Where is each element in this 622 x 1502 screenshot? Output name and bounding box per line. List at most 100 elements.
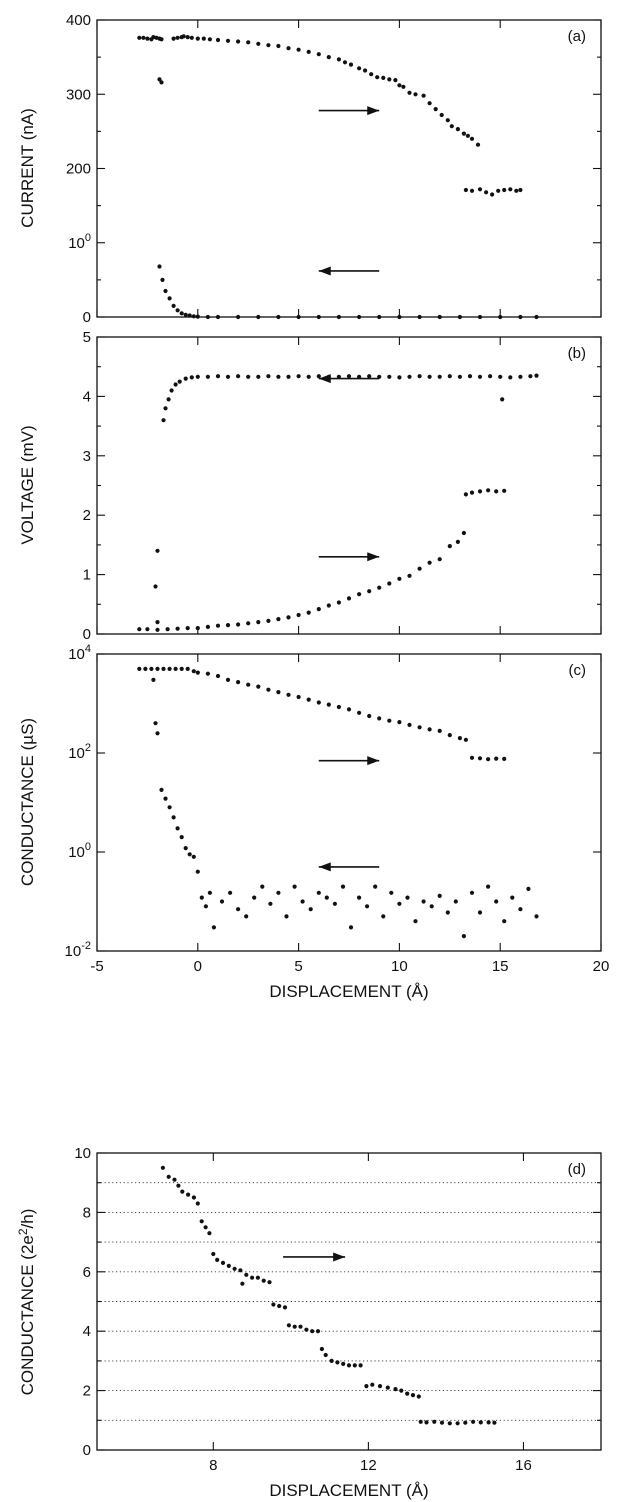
data-point bbox=[207, 37, 212, 42]
panel-c-arrows bbox=[318, 756, 380, 872]
data-point bbox=[276, 890, 281, 895]
data-point bbox=[375, 75, 380, 80]
data-point bbox=[304, 1327, 309, 1332]
data-point bbox=[166, 1174, 171, 1179]
x-tick-label: 12 bbox=[360, 1457, 377, 1474]
data-point bbox=[416, 1394, 421, 1399]
panel-b-arrows bbox=[318, 374, 380, 562]
data-point bbox=[357, 895, 362, 900]
data-point bbox=[145, 627, 150, 632]
data-point bbox=[329, 1358, 334, 1363]
data-point bbox=[477, 489, 483, 494]
data-point bbox=[534, 314, 539, 320]
x-tick-label: -5 bbox=[90, 958, 103, 975]
data-point bbox=[469, 755, 475, 760]
data-point bbox=[225, 374, 231, 379]
data-point bbox=[377, 374, 382, 379]
panel-a-points bbox=[137, 34, 539, 320]
data-point bbox=[286, 615, 291, 620]
data-point bbox=[226, 1263, 231, 1268]
panel-b-label: (b) bbox=[568, 345, 586, 362]
data-point bbox=[475, 142, 481, 147]
data-point bbox=[201, 36, 206, 41]
data-point bbox=[326, 55, 331, 60]
data-point bbox=[316, 374, 321, 379]
panel-d-xlabel: DISPLACEMENT (Å) bbox=[269, 1481, 428, 1500]
data-point bbox=[171, 36, 176, 41]
data-point bbox=[324, 895, 329, 900]
data-point bbox=[266, 687, 271, 692]
data-point bbox=[367, 374, 372, 379]
data-point bbox=[421, 93, 426, 98]
data-point bbox=[377, 1384, 383, 1389]
data-point bbox=[418, 1419, 423, 1424]
x-tick-label: 5 bbox=[294, 958, 302, 975]
data-point bbox=[326, 702, 331, 707]
data-point bbox=[176, 1183, 181, 1188]
data-point bbox=[155, 627, 160, 632]
data-point bbox=[195, 374, 200, 379]
data-point bbox=[336, 600, 341, 605]
data-point bbox=[186, 1192, 191, 1197]
data-point bbox=[461, 530, 466, 536]
data-point bbox=[407, 90, 412, 95]
data-point bbox=[315, 1329, 321, 1334]
data-point bbox=[195, 670, 200, 675]
data-point bbox=[427, 727, 432, 732]
data-point bbox=[455, 1421, 460, 1426]
data-point bbox=[205, 624, 210, 630]
data-point bbox=[463, 1420, 468, 1425]
data-point bbox=[534, 373, 539, 378]
data-point bbox=[455, 539, 460, 545]
y-tick-label: 200 bbox=[66, 161, 91, 178]
data-point bbox=[387, 718, 392, 723]
data-point bbox=[348, 925, 354, 930]
panel-b-ylabel: VOLTAGE (mV) bbox=[18, 425, 37, 544]
data-point bbox=[276, 43, 281, 49]
data-point bbox=[256, 620, 261, 625]
panel-d-gridlines bbox=[97, 1182, 601, 1421]
data-point bbox=[161, 666, 166, 672]
data-point bbox=[488, 374, 493, 379]
panel-a-arrows bbox=[318, 106, 380, 276]
data-point bbox=[183, 376, 188, 381]
data-point bbox=[518, 374, 523, 379]
data-point bbox=[445, 910, 450, 915]
data-point bbox=[180, 1189, 185, 1194]
data-point bbox=[195, 1201, 200, 1206]
data-point bbox=[357, 374, 362, 379]
panel-b-points bbox=[137, 373, 539, 632]
data-point bbox=[191, 669, 196, 674]
data-point bbox=[306, 610, 311, 615]
y-tick-label: 3 bbox=[83, 448, 91, 465]
data-point bbox=[211, 1251, 216, 1257]
data-point bbox=[277, 1303, 282, 1309]
data-point bbox=[385, 1385, 390, 1390]
data-point bbox=[534, 914, 539, 919]
data-point bbox=[238, 1268, 243, 1273]
data-point bbox=[308, 907, 313, 912]
data-point bbox=[149, 666, 154, 672]
data-point bbox=[510, 895, 515, 900]
data-point bbox=[381, 75, 386, 80]
data-point bbox=[494, 899, 499, 904]
data-point bbox=[514, 188, 519, 193]
panel-d-ylabel: CONDUCTANCE (2e2/h) bbox=[16, 1209, 37, 1396]
data-point bbox=[363, 68, 368, 73]
data-point bbox=[478, 1420, 483, 1425]
y-tick-label: 1 bbox=[83, 567, 91, 584]
data-point bbox=[255, 1275, 260, 1280]
data-point bbox=[163, 406, 168, 411]
data-point bbox=[346, 374, 352, 379]
data-point bbox=[236, 39, 241, 44]
data-point bbox=[341, 1361, 346, 1366]
data-point bbox=[486, 884, 491, 889]
data-point bbox=[326, 603, 331, 608]
data-point bbox=[335, 1360, 340, 1365]
data-point bbox=[179, 835, 184, 840]
data-point bbox=[145, 36, 150, 41]
panel-d-arrows bbox=[283, 1252, 346, 1262]
arrow-right bbox=[283, 1252, 346, 1262]
data-point bbox=[261, 1278, 266, 1283]
